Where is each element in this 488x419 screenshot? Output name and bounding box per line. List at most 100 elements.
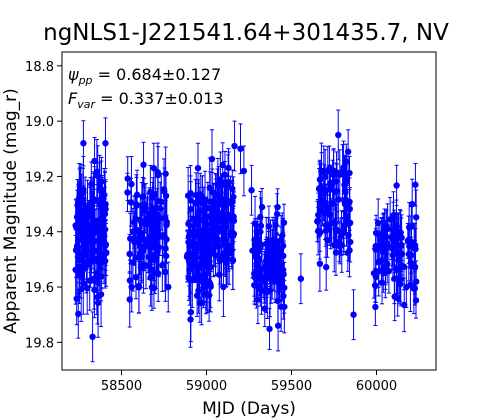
data-point bbox=[143, 203, 150, 244]
data-point bbox=[268, 247, 276, 300]
x-tick-label: 59500 bbox=[271, 379, 312, 394]
data-point bbox=[372, 214, 380, 252]
data-point bbox=[336, 228, 344, 265]
y-tick-label: 19.8 bbox=[25, 336, 54, 351]
data-point bbox=[187, 282, 195, 343]
annotation-f-sub: var bbox=[77, 98, 96, 111]
data-point bbox=[214, 201, 221, 260]
plot-marks bbox=[72, 109, 420, 363]
data-point bbox=[203, 225, 211, 270]
y-tick-label: 19.4 bbox=[25, 226, 54, 241]
data-point bbox=[281, 261, 288, 314]
plot-frame bbox=[61, 51, 437, 371]
data-point bbox=[230, 191, 238, 251]
data-point bbox=[158, 173, 165, 231]
data-point bbox=[277, 281, 285, 332]
data-point bbox=[231, 120, 238, 172]
data-point bbox=[395, 213, 402, 263]
data-point bbox=[223, 201, 230, 253]
annotation-f-symbol: F bbox=[68, 89, 78, 108]
data-point bbox=[316, 163, 323, 214]
annotation-f-var: Fvar = 0.337±0.013 bbox=[68, 89, 224, 111]
data-point bbox=[137, 246, 145, 289]
data-point bbox=[96, 154, 103, 209]
data-point bbox=[375, 236, 382, 288]
annotation-f-value: = 0.337±0.013 bbox=[95, 89, 224, 108]
data-point bbox=[372, 287, 379, 326]
data-point bbox=[274, 188, 281, 227]
data-point bbox=[314, 206, 322, 256]
data-point bbox=[297, 253, 305, 305]
data-point bbox=[342, 177, 350, 222]
data-point bbox=[127, 212, 134, 265]
data-point bbox=[152, 208, 159, 254]
annotation-psi-pp: ψpp = 0.684±0.127 bbox=[68, 65, 221, 87]
data-point bbox=[128, 261, 135, 313]
annotation-psi-value: = 0.684±0.127 bbox=[93, 65, 222, 84]
data-point bbox=[128, 156, 135, 213]
data-point bbox=[162, 242, 169, 302]
data-point bbox=[344, 129, 352, 175]
data-point bbox=[409, 178, 416, 230]
data-point bbox=[329, 159, 336, 206]
data-point bbox=[383, 209, 390, 265]
y-axis-label: Apparent Magnitude (mag_r) bbox=[1, 88, 21, 334]
data-point bbox=[163, 214, 170, 264]
data-point bbox=[320, 145, 327, 197]
data-point bbox=[124, 156, 131, 201]
data-point bbox=[237, 123, 244, 175]
data-point bbox=[94, 267, 102, 338]
data-point bbox=[142, 241, 150, 290]
data-point bbox=[198, 221, 206, 266]
data-point bbox=[257, 214, 264, 250]
y-tick-label: 18.8 bbox=[25, 60, 54, 75]
data-point bbox=[91, 166, 98, 234]
data-point bbox=[248, 164, 255, 216]
data-point bbox=[215, 166, 222, 205]
data-point bbox=[207, 260, 214, 308]
data-point bbox=[165, 261, 172, 313]
x-tick-label: 58500 bbox=[101, 379, 142, 394]
data-point bbox=[194, 142, 202, 194]
data-point bbox=[266, 307, 273, 350]
annotation-psi-sub: pp bbox=[78, 74, 93, 87]
data-point bbox=[335, 109, 342, 161]
data-point bbox=[263, 255, 271, 298]
data-point bbox=[272, 223, 279, 269]
data-point bbox=[218, 196, 226, 247]
data-point bbox=[162, 146, 169, 201]
data-point bbox=[412, 189, 420, 246]
y-tick-label: 19.0 bbox=[25, 115, 54, 130]
data-point bbox=[333, 151, 340, 194]
data-point bbox=[407, 236, 415, 274]
data-point bbox=[274, 275, 282, 327]
data-point bbox=[80, 185, 87, 240]
x-axis: 58500 59000 59500 60000 bbox=[101, 370, 397, 394]
y-tick-label: 19.2 bbox=[25, 170, 54, 185]
data-point bbox=[340, 210, 347, 247]
annotation-psi-symbol: ψ bbox=[68, 65, 79, 84]
data-point bbox=[102, 181, 109, 238]
data-point bbox=[159, 238, 166, 292]
data-point bbox=[330, 199, 337, 247]
data-point bbox=[396, 266, 404, 303]
data-point bbox=[154, 142, 162, 203]
data-point bbox=[210, 182, 217, 234]
y-axis: 18.8 19.0 19.2 19.4 19.6 19.8 bbox=[25, 60, 62, 351]
x-tick-label: 59000 bbox=[186, 379, 227, 394]
data-point bbox=[89, 311, 96, 363]
data-point bbox=[150, 142, 157, 194]
data-point bbox=[145, 234, 153, 280]
data-point bbox=[341, 165, 349, 217]
data-point bbox=[251, 218, 259, 271]
data-point bbox=[411, 222, 419, 268]
data-point bbox=[75, 226, 83, 295]
data-point bbox=[393, 244, 401, 295]
data-point bbox=[80, 252, 87, 315]
data-point bbox=[211, 211, 219, 268]
data-point bbox=[393, 164, 400, 207]
chart-title: ngNLS1-J221541.64+301435.7, NV bbox=[43, 20, 449, 46]
data-point bbox=[155, 217, 163, 278]
data-point bbox=[324, 146, 332, 196]
